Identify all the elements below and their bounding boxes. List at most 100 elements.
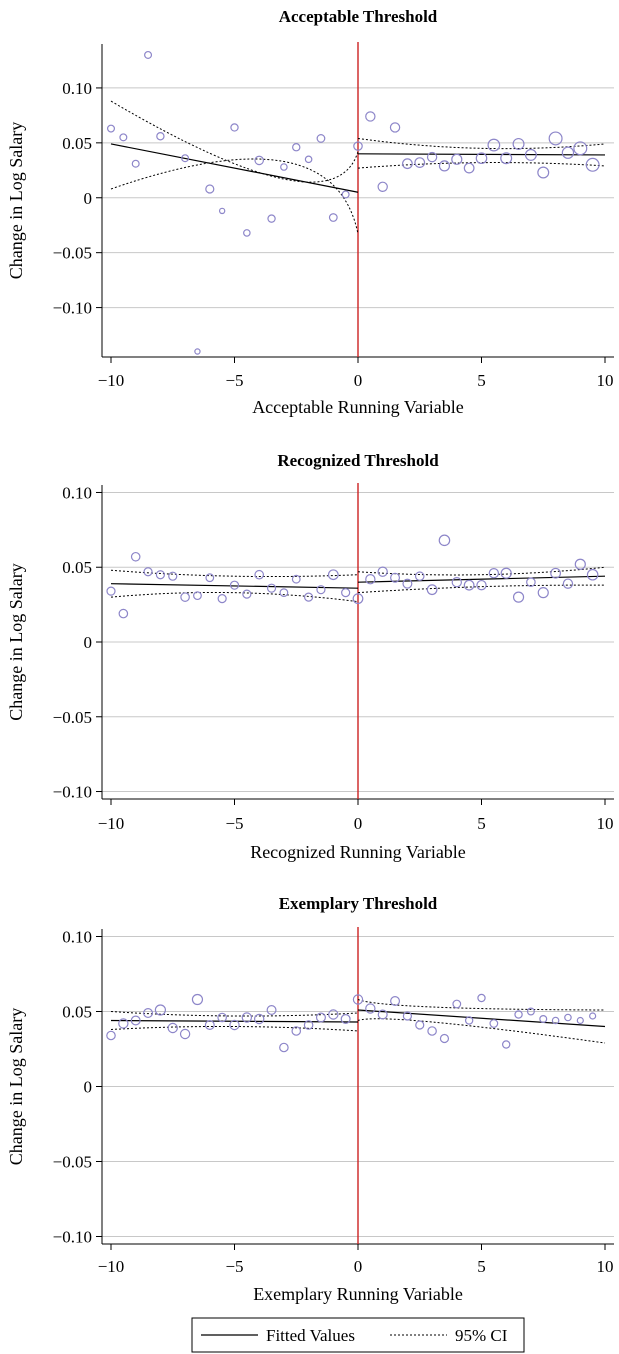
data-point — [414, 157, 426, 169]
data-point — [267, 214, 276, 223]
data-point — [463, 162, 475, 174]
ci-lower-left — [110, 158, 359, 235]
data-point — [316, 134, 326, 143]
data-point — [304, 155, 313, 164]
data-point — [562, 578, 574, 589]
data-point — [266, 583, 277, 593]
data-point — [241, 1012, 253, 1023]
data-point — [143, 1007, 154, 1018]
panel-title: Recognized Threshold — [277, 451, 439, 470]
data-point — [242, 589, 252, 599]
data-point — [291, 574, 301, 584]
data-point — [218, 207, 226, 215]
data-point — [390, 995, 401, 1006]
ci-lower-left — [110, 1025, 359, 1032]
data-point — [229, 580, 240, 590]
x-axis-label: Exemplary Running Variable — [253, 1284, 463, 1304]
data-point — [561, 146, 575, 159]
data-point — [143, 567, 153, 577]
data-point — [130, 551, 141, 562]
chart-panel-1: Acceptable Threshold −0.10 −0.05 0 0.05 0.10 −… — [6, 7, 614, 417]
x-tick-label: 5 — [477, 814, 486, 833]
data-point — [574, 558, 586, 570]
y-tick-label: −0.05 — [53, 244, 92, 263]
data-point — [438, 534, 451, 547]
y-tick-label: 0.10 — [62, 483, 92, 502]
data-point — [106, 124, 115, 133]
fitted-line-right — [357, 1009, 606, 1028]
data-point — [156, 132, 165, 141]
data-point — [191, 993, 204, 1006]
ci-lower-right — [357, 584, 606, 594]
data-point — [119, 133, 128, 142]
data-point — [415, 1020, 425, 1030]
data-point — [131, 159, 140, 168]
data-point — [500, 567, 512, 579]
data-point — [280, 163, 288, 171]
x-tick-label: 5 — [477, 1257, 486, 1276]
data-point — [537, 166, 550, 179]
y-tick-label: 0.05 — [62, 1003, 92, 1022]
panel-title: Exemplary Threshold — [279, 894, 438, 913]
data-point — [476, 579, 487, 591]
y-tick-label: 0 — [84, 633, 93, 652]
data-point — [438, 160, 451, 172]
x-tick-label: 0 — [354, 371, 363, 390]
data-point — [487, 138, 501, 152]
data-point — [229, 1019, 240, 1031]
data-point — [118, 1018, 129, 1029]
y-tick-label: 0.10 — [62, 928, 92, 947]
ci-upper-left — [110, 569, 359, 578]
data-point — [377, 566, 388, 577]
data-point — [589, 1012, 597, 1020]
data-point — [303, 1020, 314, 1030]
y-axis-label: Change in Log Salary — [6, 122, 26, 279]
data-point — [217, 594, 227, 604]
x-tick-label: −10 — [98, 371, 125, 390]
legend: Fitted Values 95% CI — [191, 1317, 525, 1353]
data-point — [377, 181, 388, 192]
data-point — [155, 570, 165, 580]
y-tick-label: −0.10 — [53, 299, 92, 318]
x-tick-label: −10 — [98, 814, 125, 833]
data-point — [402, 578, 413, 589]
ci-upper-left — [110, 1011, 359, 1017]
data-point — [327, 569, 339, 581]
data-point — [426, 584, 438, 596]
data-point — [279, 588, 289, 598]
data-point — [548, 131, 563, 146]
x-axis-label: Acceptable Running Variable — [252, 397, 464, 417]
data-point — [512, 137, 525, 150]
y-tick-label: 0 — [84, 1078, 93, 1097]
data-point — [340, 1013, 351, 1024]
data-point — [106, 1030, 116, 1041]
data-point — [576, 1016, 584, 1025]
ci-upper-right — [357, 566, 606, 576]
y-tick-label: −0.10 — [53, 783, 92, 802]
data-point — [304, 592, 314, 602]
data-point — [550, 567, 561, 579]
data-point — [365, 574, 376, 585]
data-point — [463, 579, 475, 591]
data-point — [526, 577, 536, 587]
data-point — [475, 152, 488, 165]
data-point — [500, 152, 513, 165]
data-point — [254, 155, 265, 166]
data-point — [414, 571, 425, 582]
data-point — [514, 1010, 523, 1019]
data-point — [564, 1013, 572, 1022]
y-tick-label: 0 — [84, 189, 93, 208]
data-point — [586, 568, 599, 581]
data-point — [254, 1013, 265, 1025]
data-point — [341, 190, 350, 199]
data-point — [489, 1019, 499, 1028]
data-point — [524, 148, 537, 161]
y-tick-label: −0.05 — [53, 708, 92, 727]
data-point — [352, 994, 364, 1005]
x-tick-label: −5 — [225, 1257, 243, 1276]
data-point — [204, 1019, 215, 1030]
data-point — [341, 588, 351, 598]
data-point — [427, 1026, 437, 1036]
data-point — [402, 1011, 412, 1021]
